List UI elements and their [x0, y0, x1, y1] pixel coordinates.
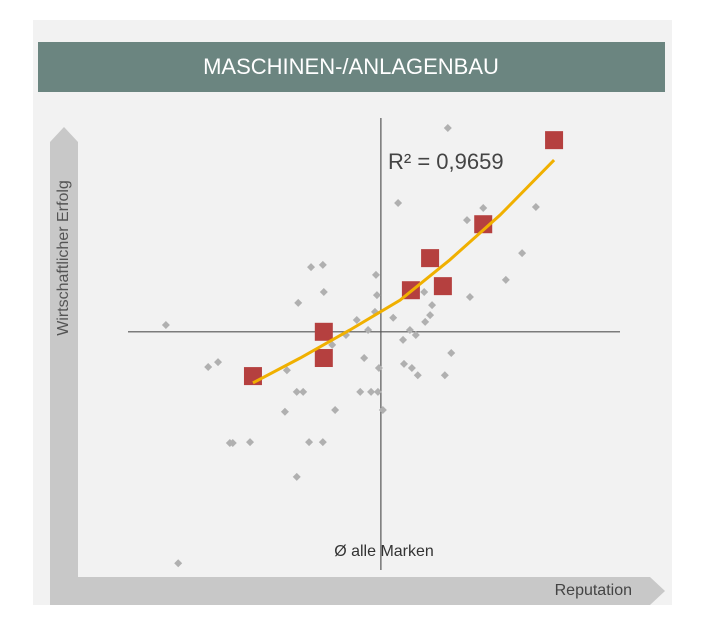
brand-square	[474, 215, 493, 234]
mean-annotation: Ø alle Marken	[334, 543, 434, 560]
brand-point	[228, 438, 237, 447]
brand-point	[428, 301, 437, 310]
brand-point	[420, 288, 429, 297]
brand-point	[443, 123, 452, 132]
brand-point	[462, 216, 471, 225]
brand-point	[440, 371, 449, 380]
trend-line	[252, 158, 556, 385]
brand-point	[501, 275, 510, 284]
brand-square	[314, 349, 333, 368]
brand-point	[378, 405, 387, 414]
brand-square	[421, 249, 440, 268]
y-axis-arrow	[50, 127, 78, 605]
y-axis-label: Wirtschaftlicher Erfolg	[55, 180, 72, 336]
brand-point	[374, 363, 383, 372]
title-bar	[38, 42, 665, 92]
brand-square	[433, 277, 452, 296]
x-axis-label: Reputation	[555, 582, 632, 599]
brand-point	[447, 349, 456, 358]
brand-point	[294, 298, 303, 307]
brand-point	[411, 330, 420, 339]
brand-point	[372, 291, 381, 300]
brand-point	[389, 313, 398, 322]
brand-point	[421, 317, 430, 326]
brand-point	[413, 371, 422, 380]
brand-point	[518, 249, 527, 258]
brand-square	[314, 322, 333, 341]
brand-point	[407, 363, 416, 372]
brand-point	[319, 288, 328, 297]
brand-point	[292, 387, 301, 396]
brand-point	[373, 387, 382, 396]
brand-point	[531, 203, 540, 212]
brand-point	[405, 325, 414, 334]
chart-title: MASCHINEN-/ANLAGENBAU	[203, 54, 499, 79]
brand-point	[356, 387, 365, 396]
brand-point	[318, 438, 327, 447]
brand-point	[246, 438, 255, 447]
brand-point	[367, 387, 376, 396]
brand-point	[371, 270, 380, 279]
brand-point	[214, 358, 223, 367]
brand-point	[465, 292, 474, 301]
panel	[33, 20, 672, 605]
brand-point	[307, 263, 316, 272]
brand-point	[305, 438, 314, 447]
r2-annotation: R² = 0,9659	[388, 149, 504, 174]
brand-point	[282, 366, 291, 375]
brand-point	[292, 472, 301, 481]
brand-point	[280, 407, 289, 416]
x-axis-arrow	[50, 577, 665, 605]
brand-point	[364, 325, 373, 334]
brand-point	[328, 340, 337, 349]
brand-point	[204, 363, 213, 372]
brand-point	[174, 559, 183, 568]
brand-square	[545, 131, 564, 150]
brand-point	[394, 198, 403, 207]
brand-point	[400, 359, 409, 368]
brand-point	[352, 316, 361, 325]
brand-point	[161, 321, 170, 330]
brand-point	[399, 335, 408, 344]
brand-point	[479, 203, 488, 212]
brand-point	[299, 387, 308, 396]
brand-point	[426, 311, 435, 320]
brand-point	[318, 260, 327, 269]
brand-point	[360, 354, 369, 363]
brand-point	[331, 405, 340, 414]
